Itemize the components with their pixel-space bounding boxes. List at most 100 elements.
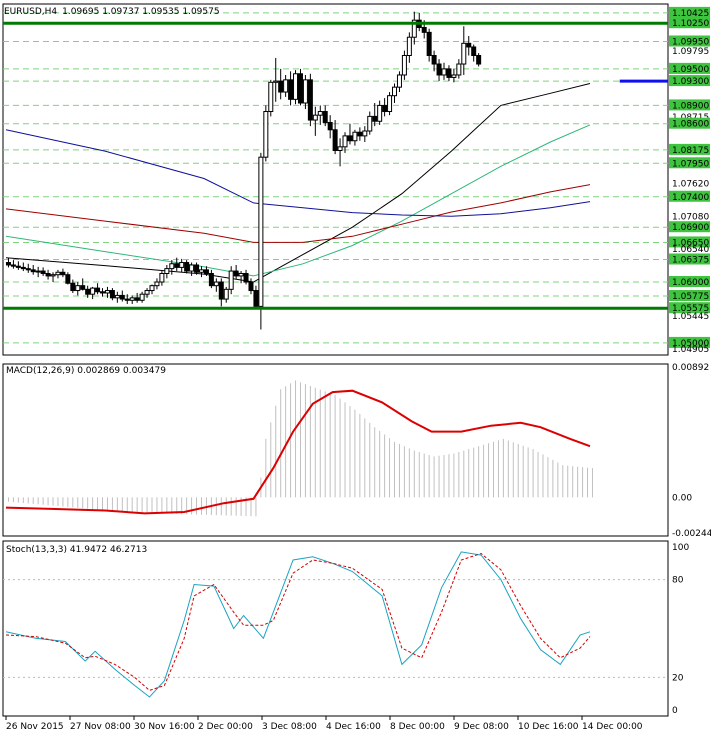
- candle: [392, 83, 398, 103]
- x-tick-label: 4 Dec 16:00: [326, 722, 381, 732]
- candle-body: [129, 297, 135, 301]
- candle: [213, 278, 219, 292]
- price-tick-label: 1.09950: [672, 37, 709, 47]
- candle-body: [134, 297, 140, 301]
- candle: [75, 282, 81, 296]
- candle-body: [322, 111, 328, 123]
- candle-body: [342, 135, 348, 148]
- candle: [208, 269, 214, 289]
- candle: [293, 70, 299, 105]
- candle: [327, 115, 333, 139]
- candle: [194, 262, 200, 275]
- price-tick-label: 1.07400: [672, 193, 709, 203]
- price-tick-label: 1.05000: [672, 339, 709, 349]
- candle: [248, 278, 254, 295]
- price-tick-label: 1.08175: [672, 146, 709, 156]
- candle: [362, 126, 368, 142]
- candle: [456, 59, 462, 79]
- price-tick-label: 1.07080: [672, 212, 709, 222]
- candle: [30, 264, 36, 275]
- candle: [332, 120, 338, 155]
- candle: [10, 260, 16, 269]
- candle-body: [159, 272, 165, 283]
- candle: [431, 50, 437, 72]
- price-tick-label: 1.09500: [672, 65, 709, 75]
- price-label-box: [669, 336, 710, 348]
- price-label-box: [669, 190, 710, 202]
- candle: [268, 79, 274, 117]
- candle-body: [253, 290, 259, 307]
- candle-body: [312, 114, 318, 121]
- price-tick-label: 1.09795: [672, 47, 709, 57]
- candle-body: [169, 263, 175, 270]
- price-tick-label: 1.07950: [672, 159, 709, 169]
- price-tick-label: 1.08600: [672, 120, 709, 130]
- candle-body: [40, 270, 46, 274]
- price-tick-label: 1.08900: [672, 101, 709, 111]
- macd-tick-label: 0.00: [672, 493, 692, 503]
- x-tick-label: 9 Dec 08:00: [454, 722, 509, 732]
- candle: [85, 285, 91, 298]
- candle-body: [362, 130, 368, 137]
- moving-average-line: [5, 129, 591, 217]
- candle: [114, 291, 120, 303]
- price-tick-label: 1.10250: [672, 19, 709, 29]
- candle-body: [243, 272, 249, 283]
- candle: [223, 286, 229, 303]
- candle-body: [461, 42, 467, 65]
- candle-body: [85, 288, 91, 295]
- candle: [406, 32, 412, 63]
- candle: [288, 71, 294, 106]
- x-tick-label: 3 Dec 08:00: [262, 722, 317, 732]
- candle-body: [189, 264, 195, 272]
- x-tick-label: 27 Nov 08:00: [70, 722, 131, 732]
- candle: [297, 68, 303, 106]
- candle-body: [283, 79, 289, 93]
- candle-body: [263, 111, 269, 158]
- candle: [134, 292, 140, 303]
- candle: [401, 50, 407, 80]
- stoch-tick-label: 0: [672, 706, 678, 716]
- candle-body: [5, 262, 11, 266]
- candle-body: [198, 269, 204, 273]
- candle-body: [184, 262, 190, 272]
- x-tick-label: 10 Dec 16:00: [518, 722, 579, 732]
- candle-body: [55, 271, 61, 276]
- candle-body: [288, 79, 294, 100]
- candle: [476, 53, 482, 67]
- candle-body: [104, 290, 110, 294]
- candle: [426, 28, 432, 62]
- candle-body: [50, 274, 56, 277]
- price-label-box: [669, 143, 710, 155]
- candle: [104, 286, 110, 298]
- panel-frame-1: [2, 363, 669, 537]
- candle: [144, 288, 150, 298]
- candle-body: [194, 264, 200, 273]
- candle: [357, 127, 363, 141]
- price-label-box: [669, 117, 710, 129]
- price-label-box: [669, 157, 710, 169]
- candle-body: [382, 104, 388, 113]
- candle-body: [35, 270, 41, 273]
- candle: [65, 272, 71, 285]
- candle-body: [347, 135, 353, 142]
- candle: [45, 269, 51, 280]
- candle-body: [208, 272, 214, 287]
- price-label-box: [669, 302, 710, 314]
- candle: [100, 288, 106, 297]
- price-label-box: [669, 75, 710, 87]
- candle: [60, 268, 66, 278]
- candle: [258, 152, 264, 330]
- stoch-signal-line: [5, 552, 591, 691]
- candle-body: [15, 265, 21, 268]
- candle: [15, 261, 21, 270]
- candle: [273, 57, 279, 102]
- candle: [139, 291, 145, 303]
- candle: [179, 258, 185, 273]
- price-tick-label: 1.06000: [672, 278, 709, 288]
- candle: [80, 278, 86, 291]
- candle: [55, 269, 61, 279]
- stoch-tick-label: 20: [672, 673, 684, 683]
- candle-body: [139, 293, 145, 301]
